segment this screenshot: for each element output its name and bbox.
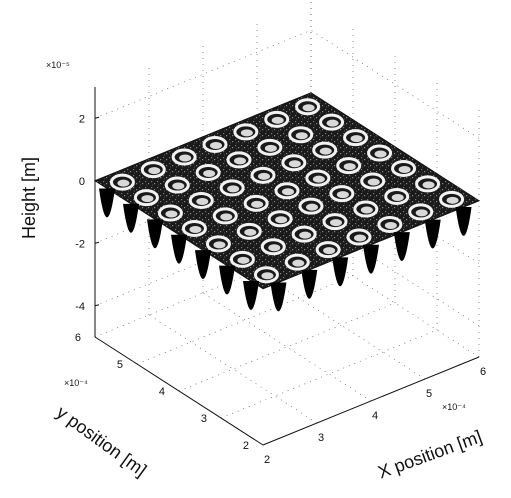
y-tick-label: 6 <box>75 332 81 344</box>
dimple-highlight <box>367 178 380 186</box>
x-tick-label: 4 <box>372 410 378 422</box>
dimple-highlight <box>244 228 257 236</box>
grid-line <box>202 292 372 402</box>
z-tick-label: -4 <box>75 301 85 313</box>
dimple-highlight <box>179 154 192 162</box>
dimple-highlight <box>213 241 226 249</box>
y-tick-label: 3 <box>201 413 207 425</box>
x-axis-label: X position [m] <box>375 426 484 482</box>
surface <box>93 92 481 312</box>
x-tick-label: 5 <box>426 388 432 400</box>
dimple-highlight <box>350 135 363 143</box>
grid-line <box>178 302 396 392</box>
z-tick <box>94 116 100 119</box>
dimple-highlight <box>268 244 281 252</box>
dimple-highlight <box>282 188 294 196</box>
axis-line <box>262 356 480 446</box>
dimple-bottom <box>424 219 441 249</box>
dimple-highlight <box>326 119 339 127</box>
z-tick-label: -2 <box>75 238 85 250</box>
dimple-bottom <box>243 281 259 310</box>
grid-line <box>220 329 438 419</box>
dimple-highlight <box>319 147 332 155</box>
dimple-highlight <box>264 144 277 152</box>
y-axis-label: y position [m] <box>53 402 151 481</box>
dimple-highlight <box>336 191 349 199</box>
dimple-highlight <box>398 165 411 173</box>
dimple-highlight <box>312 175 325 183</box>
dimple-highlight <box>343 163 356 171</box>
dimple-bottom <box>270 282 287 312</box>
dimple-highlight <box>258 172 270 180</box>
dimple-highlight <box>330 219 342 227</box>
dimple-bottom <box>171 234 187 264</box>
x-tick-label: 2 <box>264 454 270 466</box>
dimple-highlight <box>172 182 185 190</box>
dimple-highlight <box>391 193 404 201</box>
dimple-bottom <box>332 257 349 287</box>
grid-line <box>94 29 312 119</box>
dimple-bottom <box>147 219 163 249</box>
dimple-bottom <box>219 265 235 295</box>
dimple-highlight <box>148 167 161 175</box>
dimple-bottom <box>363 244 379 274</box>
dimple-highlight <box>271 116 284 124</box>
axis-line <box>94 336 264 446</box>
dimple-highlight <box>237 256 250 264</box>
y-tick-label: 2 <box>243 440 249 452</box>
dimple-highlight <box>302 104 315 112</box>
x-multiplier: ×10⁻⁴ <box>442 402 466 412</box>
dimple-highlight <box>323 247 336 255</box>
dimple-highlight <box>251 200 264 208</box>
dimple-bottom <box>301 269 318 299</box>
dimple-highlight <box>295 132 308 140</box>
z-axis-label: Height [m] <box>19 157 39 239</box>
dimple-highlight <box>234 157 246 165</box>
dimple-highlight <box>292 259 305 267</box>
dimple-highlight <box>117 179 130 187</box>
x-tick-label: 3 <box>318 432 324 444</box>
z-multiplier: ×10⁻⁵ <box>46 60 70 70</box>
dimple-bottom <box>99 188 115 218</box>
dimple-highlight <box>422 181 435 189</box>
dimple-highlight <box>299 231 312 239</box>
x-tick-label: 6 <box>480 366 486 378</box>
dimple-highlight <box>189 225 202 233</box>
y-tick-label: 5 <box>117 359 123 371</box>
z-tick <box>94 304 100 307</box>
dimple-bottom <box>195 250 211 280</box>
y-tick-label: 4 <box>159 386 165 398</box>
dimple-highlight <box>196 197 209 205</box>
dimple-highlight <box>306 203 318 211</box>
dimple-highlight <box>141 195 154 203</box>
dimple-highlight <box>275 216 288 224</box>
z-tick-label: 2 <box>79 113 85 125</box>
z-tick-label: 0 <box>79 176 85 188</box>
dimple-highlight <box>384 221 397 229</box>
dimple-highlight <box>360 206 373 214</box>
dimple-highlight <box>354 234 366 242</box>
dimple-highlight <box>240 129 253 137</box>
dimple-bottom <box>455 207 472 236</box>
y-multiplier: ×10⁻⁴ <box>64 378 88 388</box>
dimple-highlight <box>446 196 459 204</box>
dimple-highlight <box>210 141 222 149</box>
dimple-highlight <box>220 213 233 221</box>
dimple-bottom <box>393 232 410 262</box>
dimple-highlight <box>288 160 301 168</box>
dimple-highlight <box>165 210 178 218</box>
z-tick <box>94 241 100 244</box>
tick-labels: -4 -2 0 2 2 3 4 5 6 2 3 4 5 6 <box>75 113 486 466</box>
dimple-highlight <box>415 209 428 217</box>
dimple-highlight <box>203 169 216 177</box>
dimple-highlight <box>227 185 240 193</box>
dimple-bottom <box>123 203 139 233</box>
dimple-highlight <box>261 272 274 280</box>
grid-line <box>148 314 318 424</box>
dimple-highlight <box>374 150 387 158</box>
